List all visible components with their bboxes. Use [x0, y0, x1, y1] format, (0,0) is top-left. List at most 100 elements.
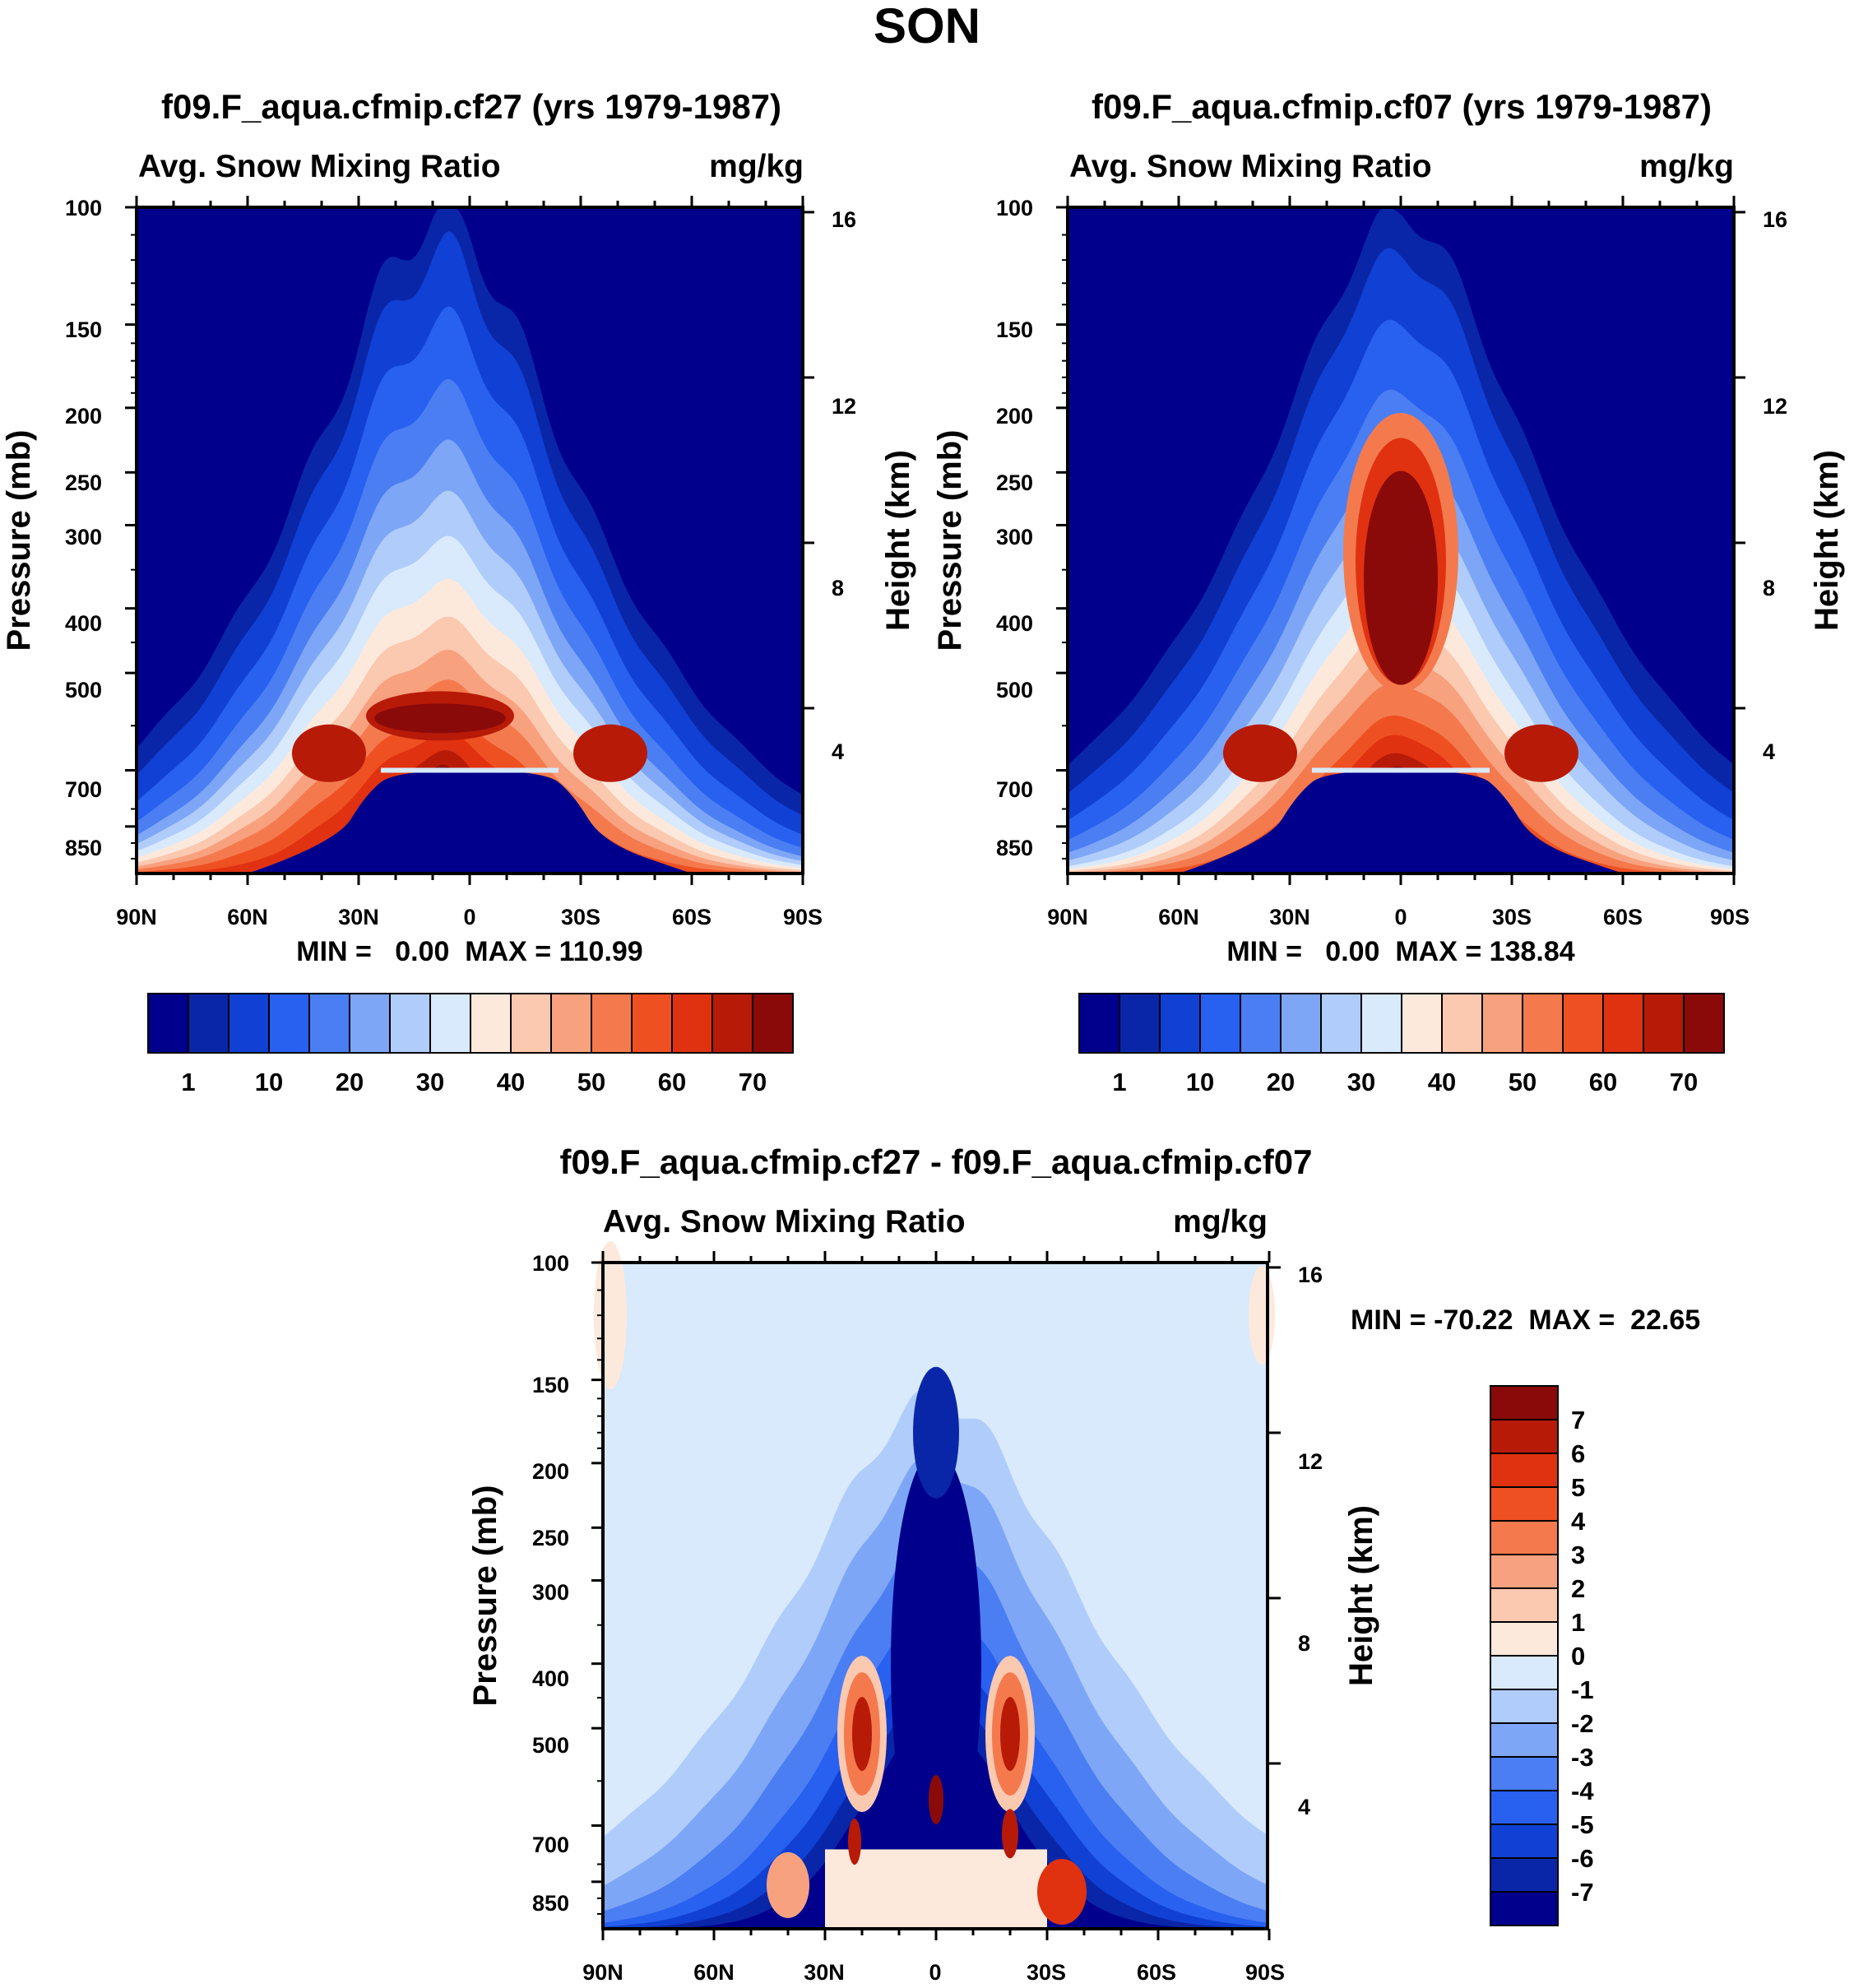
y-right-tick-label: 4: [1298, 1795, 1310, 1819]
shelf-maximum: [374, 703, 506, 734]
colorbar-swatch: [1490, 1486, 1559, 1522]
colorbar-label: 70: [739, 1068, 767, 1096]
colorbar-swatch: [1119, 993, 1161, 1054]
contour-layers: [1068, 207, 1734, 874]
y-right-tick-label: 16: [832, 207, 856, 232]
positive-core: [1037, 1859, 1087, 1925]
colorbar-swatch: [1490, 1453, 1559, 1488]
y-axis-label: Pressure (mb): [1, 430, 37, 651]
colorbar-label: 6: [1571, 1439, 1585, 1468]
colorbar-swatch: [1490, 1857, 1559, 1893]
colorbar-swatch: [1490, 1756, 1559, 1791]
colorbar-swatch: [1490, 1790, 1559, 1825]
y-right-tick-labels: 16 12 8 4: [1298, 1263, 1323, 1819]
y-tick-labels: 100 150 200 250 300 400 500 700 850: [996, 196, 1033, 860]
colorbar-swatch: [429, 993, 471, 1054]
x-tick-label: 90S: [1710, 905, 1750, 929]
colorbar-swatch: [1602, 993, 1644, 1054]
min-max-label: MIN = -70.22 MAX = 22.65: [1351, 1304, 1700, 1336]
y-axis-label: Pressure (mb): [467, 1485, 503, 1707]
colorbar-swatch: [1078, 993, 1120, 1054]
x-tick-labels: 90N 60N 30N 0 30S 60S 90S: [1047, 905, 1750, 929]
dry-region: [248, 770, 692, 874]
colorbar-swatch: [1401, 993, 1443, 1054]
colorbar-swatch: [1490, 1689, 1559, 1724]
colorbar-swatch: [1159, 993, 1201, 1054]
y-tick-label: 700: [532, 1833, 569, 1857]
central-maximum: [1364, 470, 1438, 685]
y-tick-label: 300: [996, 525, 1033, 549]
colorbar-swatch: [510, 993, 552, 1054]
panel-cf07: f09.F_aqua.cfmip.cf07 (yrs 1979-1987) Av…: [932, 87, 1845, 1096]
y-tick-label: 500: [532, 1733, 569, 1758]
positive-core: [929, 1775, 943, 1824]
colorbar-label: -1: [1571, 1675, 1594, 1704]
x-tick-label: 30S: [1492, 905, 1532, 929]
right-subtitle: mg/kg: [709, 149, 804, 184]
colorbar-label: 0: [1571, 1642, 1585, 1671]
colorbar-swatch: [1490, 1587, 1559, 1623]
colorbar-label: 5: [1571, 1473, 1585, 1502]
colorbar-labels: 1 10 20 30 40 50 60 70: [181, 1068, 767, 1096]
colorbar-swatch: [1490, 1722, 1559, 1758]
y-right-axis-label: Height (km): [880, 450, 916, 631]
colorbar-swatch: [1441, 993, 1483, 1054]
y-tick-label: 500: [996, 678, 1033, 702]
y-right-tick-labels: 16 12 8 4: [1763, 207, 1787, 764]
y-right-tick-label: 8: [1298, 1631, 1310, 1656]
y-right-tick-label: 16: [1763, 207, 1787, 232]
colorbar-swatch: [1490, 1520, 1559, 1555]
colorbar-labels: 7 6 5 4 3 2 1 0 -1 -2 -3 -4 -5 -6 -7: [1571, 1406, 1594, 1907]
y-tick-label: 200: [996, 404, 1033, 429]
left-subtitle: Avg. Snow Mixing Ratio: [603, 1204, 966, 1240]
positive-core: [767, 1851, 809, 1918]
x-tick-label: 0: [463, 905, 475, 929]
colorbar-swatch: [1490, 1385, 1559, 1420]
side-maximum: [573, 724, 647, 782]
colorbar-swatch: [591, 993, 633, 1054]
y-tick-label: 300: [65, 525, 102, 549]
colorbar-label: -6: [1571, 1844, 1594, 1873]
plot-area: [125, 196, 814, 885]
min-max-label: MIN = 0.00 MAX = 138.84: [1226, 936, 1574, 967]
x-tick-label: 60N: [1158, 905, 1199, 929]
colorbar-label: 7: [1571, 1406, 1585, 1434]
colorbar-swatch: [1490, 1621, 1559, 1657]
positive-core: [1002, 1809, 1018, 1859]
y-tick-label: 400: [996, 611, 1033, 636]
colorbar-label: 1: [181, 1068, 195, 1096]
colorbar-swatch: [268, 993, 310, 1054]
left-subtitle: Avg. Snow Mixing Ratio: [138, 149, 501, 184]
x-tick-label: 90N: [1047, 905, 1088, 929]
colorbar-label: 1: [1112, 1068, 1126, 1096]
dry-region: [1179, 770, 1623, 874]
x-tick-label: 60N: [693, 1960, 735, 1985]
y-tick-labels: 100 150 200 250 300 400 500 700 850: [65, 196, 102, 860]
tick-marks: [591, 1251, 1281, 1940]
colorbar-swatch: [631, 993, 673, 1054]
panel-title: f09.F_aqua.cfmip.cf07 (yrs 1979-1987): [1092, 87, 1712, 126]
colorbar-swatch: [1683, 993, 1725, 1054]
colorbar-swatch: [188, 993, 229, 1054]
x-tick-label: 0: [929, 1960, 941, 1985]
colorbar-label: -7: [1571, 1878, 1594, 1907]
y-tick-label: 500: [65, 678, 102, 702]
colorbar-swatch: [1522, 993, 1564, 1054]
upper-negative: [913, 1366, 959, 1499]
y-right-tick-label: 16: [1298, 1263, 1323, 1287]
colorbar-swatch: [1490, 1891, 1559, 1926]
positive-core: [848, 1819, 861, 1865]
x-tick-label: 30S: [1027, 1960, 1066, 1985]
y-tick-label: 150: [65, 317, 102, 342]
left-subtitle: Avg. Snow Mixing Ratio: [1069, 149, 1432, 184]
colorbar-swatch: [147, 993, 189, 1054]
y-tick-labels: 100 150 200 250 300 400 500 700 850: [532, 1251, 569, 1916]
colorbar-label: 50: [1509, 1068, 1537, 1096]
colorbar-label: 4: [1571, 1507, 1586, 1536]
side-maximum: [292, 724, 366, 782]
colorbar-label: 70: [1670, 1068, 1698, 1096]
surface-positive: [825, 1849, 1047, 1929]
colorbar-label: 20: [336, 1068, 364, 1096]
colorbar-label: 3: [1571, 1541, 1585, 1569]
colorbar-label: -5: [1571, 1810, 1594, 1839]
